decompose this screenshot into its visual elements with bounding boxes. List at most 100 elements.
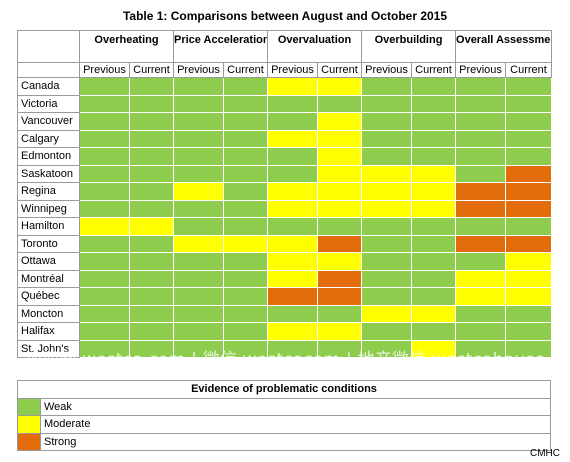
rating-cell-strong [455,182,507,201]
rating-cell-weak [267,217,318,236]
rating-cell-weak [316,339,363,358]
rating-cell-moderate [316,322,363,341]
table-row: Calgary [17,129,553,148]
rating-cell-moderate [316,199,363,218]
rating-cell-moderate [361,199,413,218]
city-label: Montréal [17,269,80,288]
legend-label: Strong [40,432,551,451]
rating-cell-weak [223,182,268,201]
rating-cell-weak [361,129,413,148]
rating-cell-weak [79,287,130,306]
table-row: Canada [17,77,553,96]
table-row: Montréal [17,269,553,288]
rating-cell-weak [411,269,457,288]
rating-cell-moderate [267,269,318,288]
rating-cell-moderate [129,217,174,236]
table-body: Canada Victoria Vancouver Calgary Edmonton Sa… [17,77,553,358]
rating-cell-weak [455,112,507,131]
rating-cell-weak [223,94,268,113]
rating-cell-strong [316,287,363,306]
sub-header-row: Previous Current Previous Current Previo… [17,62,553,78]
rating-cell-weak [267,147,318,166]
rating-cell-weak [455,217,507,236]
group-header-row: Overheating Price Acceleration Overvalua… [17,30,553,63]
rating-cell-weak [361,269,413,288]
rating-cell-weak [79,269,130,288]
city-label: Edmonton [17,147,80,166]
table-row: St. John's [17,339,553,358]
city-label: Ottawa [17,252,80,271]
sub-header-current: Current [411,62,457,78]
rating-cell-moderate [505,269,553,288]
rating-cell-moderate [361,304,413,323]
group-header: Overbuilding [361,30,457,63]
rating-cell-weak [361,112,413,131]
rating-cell-weak [129,129,174,148]
rating-cell-weak [505,147,553,166]
sub-header-current: Current [129,62,174,78]
sub-header-previous: Previous [79,62,130,78]
rating-cell-weak [79,129,130,148]
rating-cell-weak [173,252,224,271]
rating-cell-moderate [223,234,268,253]
table-row: Victoria [17,94,553,113]
rating-cell-weak [129,164,174,183]
rating-cell-moderate [411,199,457,218]
rating-cell-moderate [455,287,507,306]
rating-cell-weak [361,287,413,306]
table-row: Hamilton [17,217,553,236]
rating-cell-weak [173,77,224,96]
rating-cell-weak [361,252,413,271]
rating-cell-strong [505,199,553,218]
rating-cell-strong [505,164,553,183]
rating-cell-weak [411,287,457,306]
rating-cell-weak [173,269,224,288]
rating-cell-weak [129,234,174,253]
rating-cell-weak [173,164,224,183]
rating-cell-weak [79,252,130,271]
city-label: Halifax [17,322,80,341]
rating-cell-moderate [411,182,457,201]
rating-cell-moderate [411,339,457,358]
corner-cell [17,30,80,63]
sub-header-current: Current [316,62,363,78]
rating-cell-weak [79,164,130,183]
legend-item: Weak [17,397,551,416]
rating-cell-weak [411,217,457,236]
city-label: St. John's [17,339,80,358]
city-label: Saskatoon [17,164,80,183]
legend-title: Evidence of problematic conditions [17,380,551,399]
city-label: Calgary [17,129,80,148]
rating-cell-weak [505,112,553,131]
rating-cell-weak [223,252,268,271]
rating-cell-moderate [173,182,224,201]
legend-table: Evidence of problematic conditions Weak … [17,380,551,451]
rating-cell-weak [173,217,224,236]
rating-cell-weak [129,269,174,288]
source-label: CMHC [530,448,560,459]
rating-cell-weak [173,147,224,166]
table-row: Edmonton [17,147,553,166]
rating-cell-moderate [316,129,363,148]
table-row: Regina [17,182,553,201]
rating-cell-moderate [173,234,224,253]
table-row: Toronto [17,234,553,253]
rating-cell-strong [505,182,553,201]
rating-cell-weak [223,199,268,218]
rating-cell-weak [316,94,363,113]
rating-cell-weak [129,339,174,358]
sub-header-previous: Previous [173,62,224,78]
rating-cell-weak [79,304,130,323]
city-label: Victoria [17,94,80,113]
city-label: Canada [17,77,80,96]
rating-cell-weak [411,77,457,96]
rating-cell-weak [411,252,457,271]
table-row: Winnipeg [17,199,553,218]
rating-cell-moderate [267,234,318,253]
rating-cell-weak [79,234,130,253]
rating-cell-weak [361,147,413,166]
legend-item: Moderate [17,415,551,434]
rating-cell-weak [316,217,363,236]
rating-cell-weak [173,129,224,148]
rating-cell-weak [505,77,553,96]
